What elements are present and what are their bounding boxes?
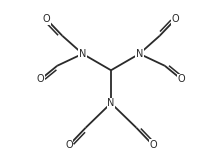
Text: N: N (79, 49, 86, 59)
Text: O: O (149, 140, 157, 150)
Text: N: N (136, 49, 143, 59)
Text: O: O (65, 140, 73, 150)
Text: O: O (171, 14, 179, 24)
Text: O: O (43, 14, 51, 24)
Text: O: O (37, 74, 45, 84)
Text: O: O (177, 74, 185, 84)
Text: N: N (107, 98, 115, 108)
